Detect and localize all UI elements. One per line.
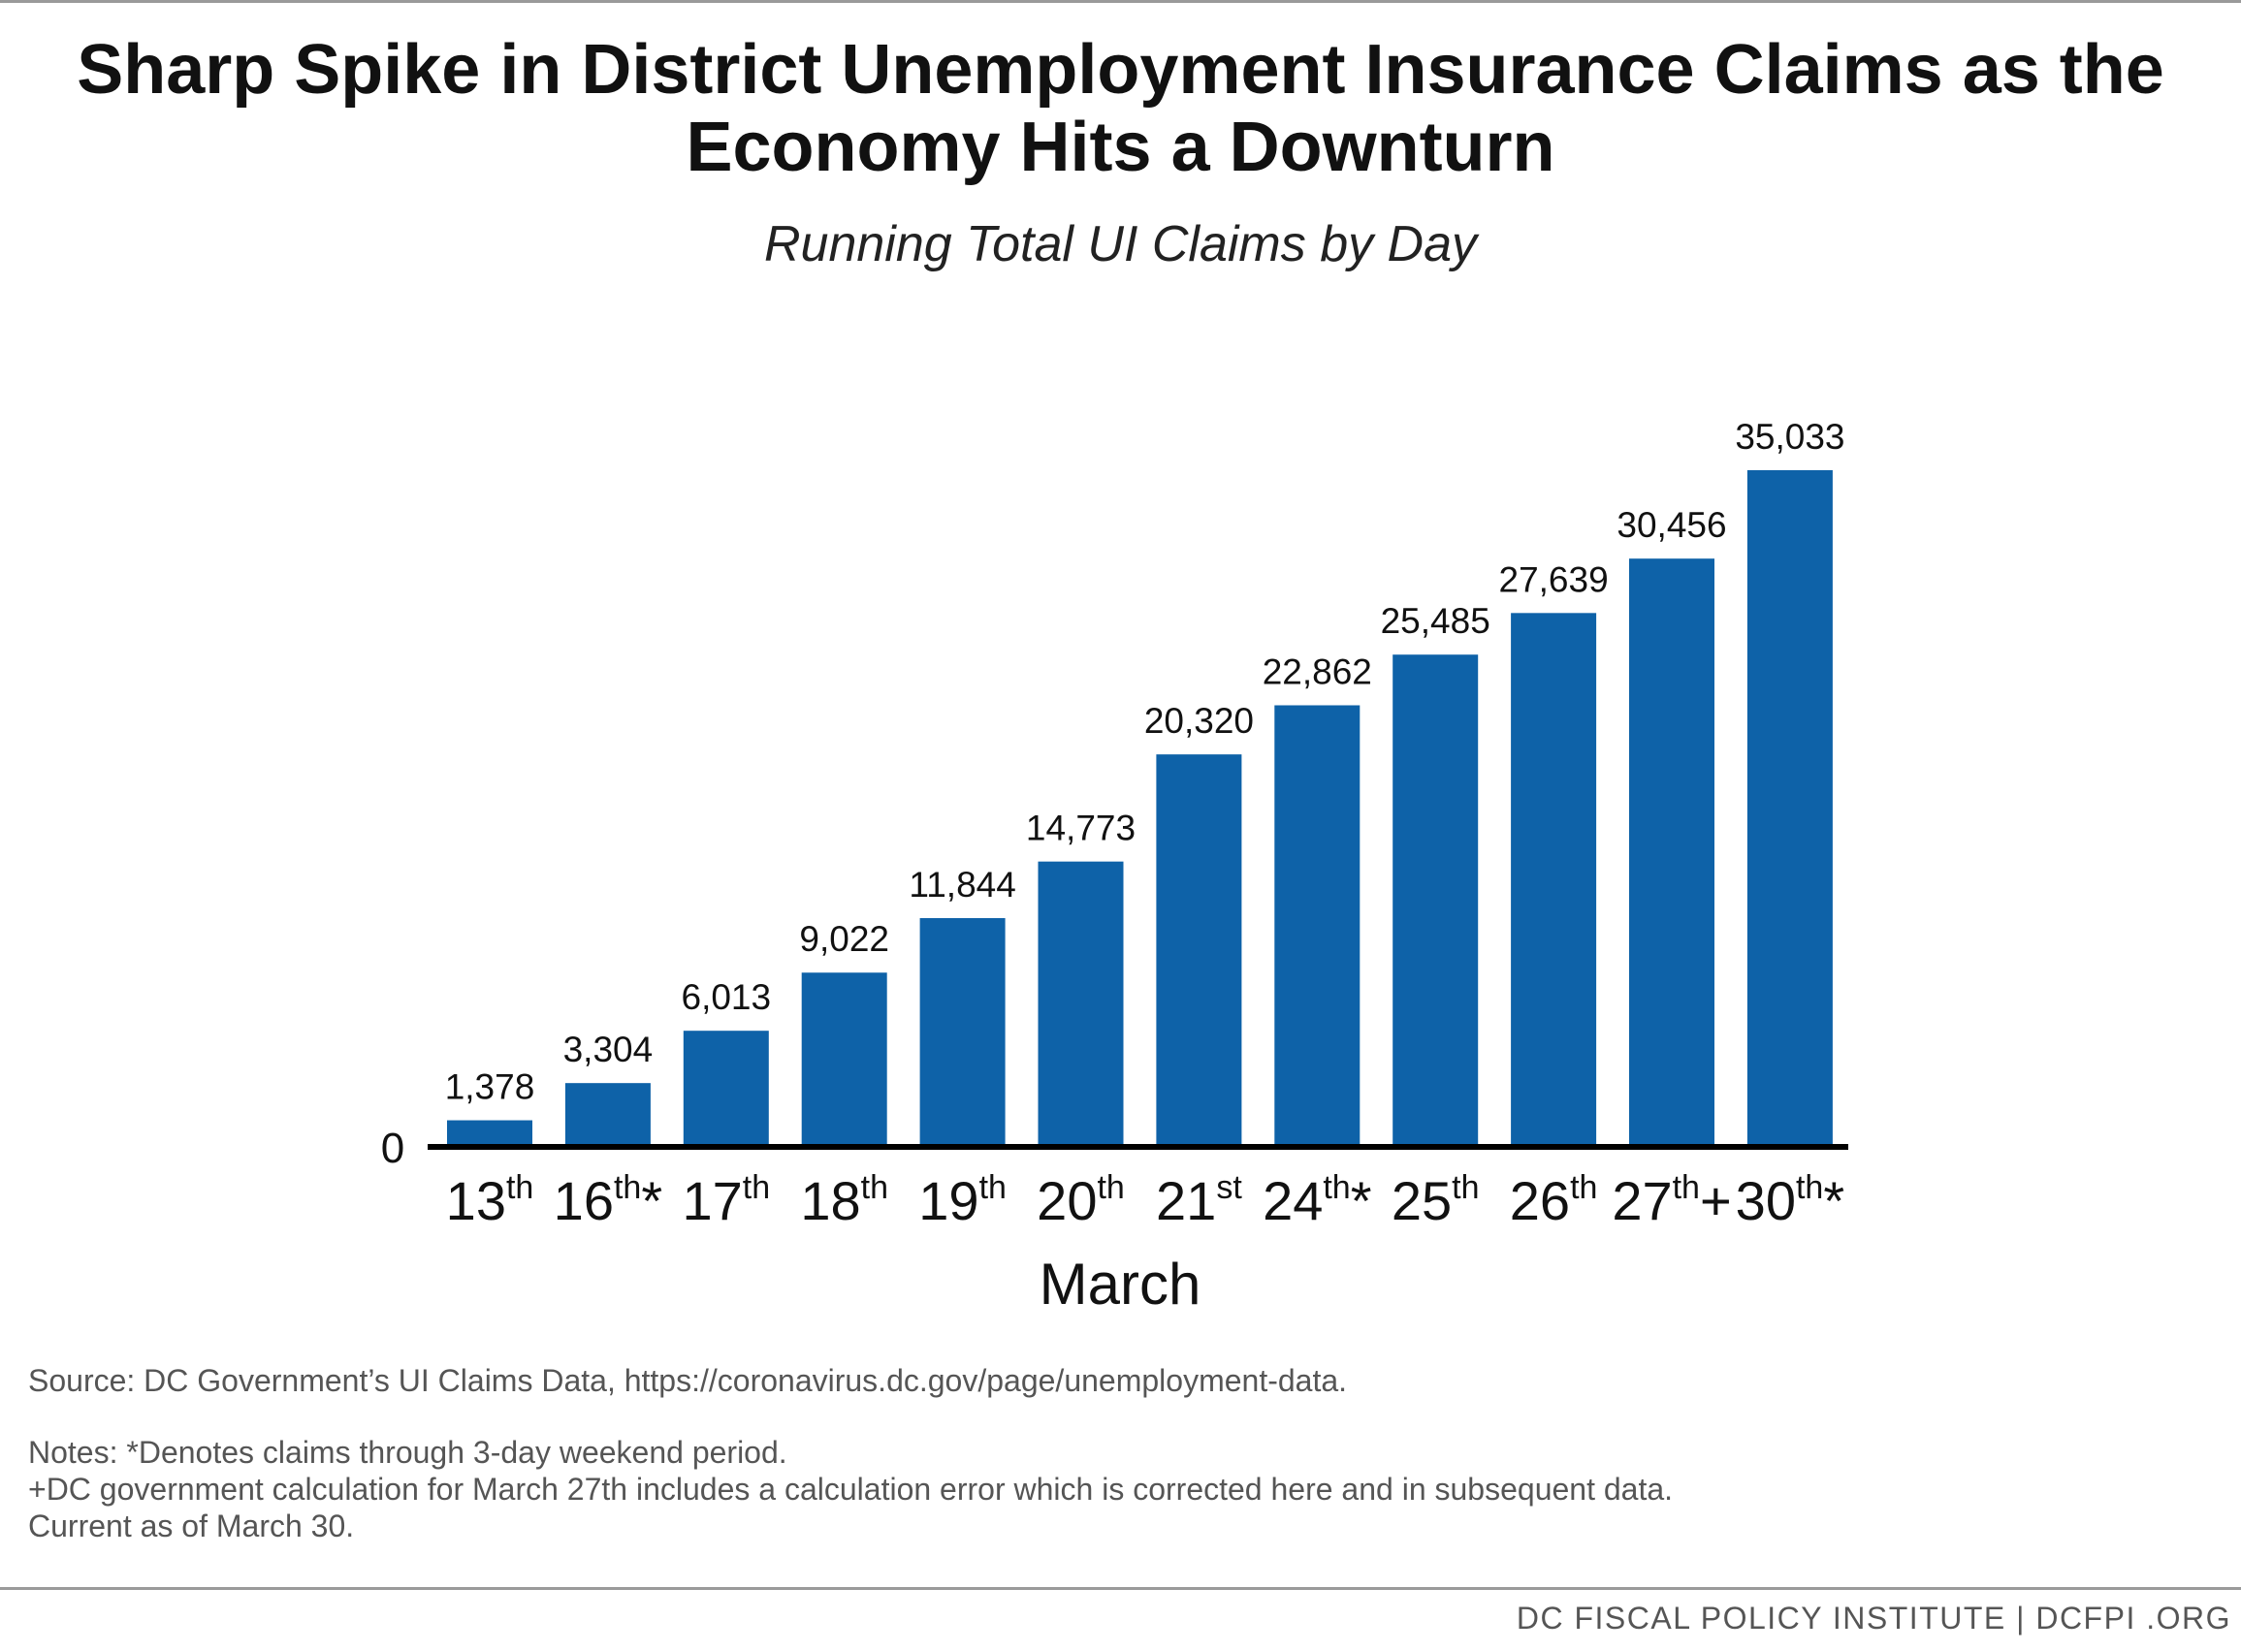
data-label: 9,022 <box>799 919 889 959</box>
x-tick-label: 16th* <box>554 1169 662 1231</box>
bar <box>1393 654 1479 1147</box>
bar <box>1156 754 1242 1147</box>
bar <box>801 972 887 1147</box>
bar-chart: 1,378 3,304 6,013 9,022 11,844 14,773 20,32022… <box>381 417 1848 1317</box>
x-tick-label: 24th* <box>1263 1169 1371 1231</box>
x-tick-label: 20th <box>1037 1169 1125 1231</box>
footer-credit: DC FISCAL POLICY INSTITUTE | DCFPI .ORG <box>1516 1601 2231 1636</box>
data-label: 3,304 <box>563 1030 654 1069</box>
bar <box>1511 613 1597 1147</box>
chart-subtitle: Running Total UI Claims by Day <box>763 216 1478 272</box>
bar <box>1629 558 1714 1147</box>
x-tick-label: 21st <box>1156 1169 1242 1231</box>
data-label: 20,320 <box>1144 701 1254 741</box>
chart-notes: Source: DC Government’s UI Claims Data, … <box>28 1362 1673 1544</box>
bar <box>683 1031 769 1147</box>
x-tick-label: 27th+ <box>1612 1169 1731 1231</box>
top-rule <box>0 0 2241 3</box>
bar <box>1746 470 1833 1147</box>
data-label: 27,639 <box>1499 559 1609 599</box>
notes-line-correction: +DC government calculation for March 27t… <box>28 1472 1674 1507</box>
chart-title: Sharp Spike in District Unemployment Ins… <box>77 31 2164 186</box>
x-tick-label: 25th <box>1392 1169 1480 1231</box>
bar <box>1038 861 1124 1147</box>
data-label: 14,773 <box>1026 809 1136 848</box>
data-label: 1,378 <box>445 1067 535 1107</box>
source-note: Source: DC Government’s UI Claims Data, … <box>28 1363 1348 1398</box>
data-label: 22,862 <box>1263 651 1372 691</box>
x-tick-label: 17th <box>682 1169 770 1231</box>
bar <box>919 918 1006 1147</box>
data-label: 25,485 <box>1381 601 1490 641</box>
data-label: 6,013 <box>682 977 772 1017</box>
x-tick-label: 18th <box>800 1169 888 1231</box>
notes-line-current: Current as of March 30. <box>28 1509 355 1543</box>
data-label: 35,033 <box>1735 417 1844 457</box>
x-tick-label: 26th <box>1510 1169 1598 1231</box>
data-label: 30,456 <box>1617 505 1726 545</box>
data-label: 11,844 <box>909 865 1015 905</box>
x-tick-label: 30th* <box>1736 1169 1844 1231</box>
bar <box>1274 705 1361 1147</box>
y-tick-label: 0 <box>381 1125 404 1172</box>
x-tick-label: 13th <box>446 1169 534 1231</box>
bar <box>447 1120 532 1147</box>
bottom-rule <box>0 1587 2241 1590</box>
notes-line-weekend: Notes: *Denotes claims through 3-day wee… <box>28 1435 787 1470</box>
bar <box>564 1083 651 1147</box>
x-axis-title: March <box>1040 1252 1201 1317</box>
x-tick-label: 19th <box>918 1169 1007 1231</box>
